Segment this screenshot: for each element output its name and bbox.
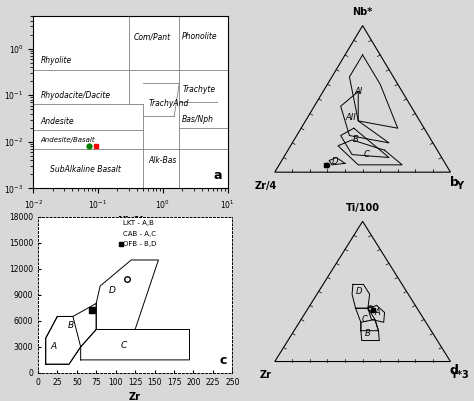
Text: Phonolite: Phonolite	[182, 32, 218, 41]
Text: C: C	[362, 315, 367, 324]
Text: a: a	[213, 168, 222, 182]
Text: OFB - B,D: OFB - B,D	[123, 241, 157, 247]
Text: TrachyAnd: TrachyAnd	[148, 99, 189, 107]
Text: CAB - A,C: CAB - A,C	[123, 231, 156, 237]
Text: Y: Y	[456, 180, 463, 190]
Text: AII: AII	[346, 113, 356, 122]
Text: LKT - A,B: LKT - A,B	[123, 221, 155, 227]
Y-axis label: Ti: Ti	[0, 291, 3, 299]
Text: Bas/Nph: Bas/Nph	[182, 115, 214, 124]
Text: C: C	[120, 340, 127, 350]
Text: B: B	[67, 321, 73, 330]
Text: D: D	[332, 158, 338, 166]
Text: Andesite/Basalt: Andesite/Basalt	[41, 137, 95, 143]
Text: A: A	[50, 342, 56, 351]
Text: B: B	[365, 329, 371, 338]
Text: Nb*: Nb*	[353, 7, 373, 17]
Text: Zr/4: Zr/4	[255, 180, 277, 190]
Text: D: D	[109, 286, 115, 295]
Text: b: b	[449, 176, 458, 189]
Text: D: D	[356, 287, 362, 296]
Text: Rhyolite: Rhyolite	[41, 56, 72, 65]
Text: Andesite: Andesite	[41, 117, 74, 126]
Text: Ti/100: Ti/100	[346, 203, 380, 213]
Text: Alk-Bas: Alk-Bas	[148, 156, 177, 165]
X-axis label: Nb/Y: Nb/Y	[118, 216, 143, 226]
Text: c: c	[219, 354, 227, 367]
Text: SubAlkaline Basalt: SubAlkaline Basalt	[50, 166, 120, 174]
Text: C: C	[363, 150, 369, 159]
Text: Rhyodacite/Dacite: Rhyodacite/Dacite	[41, 91, 111, 100]
Text: Trachyte: Trachyte	[182, 85, 215, 94]
Text: B: B	[353, 136, 358, 144]
X-axis label: Zr: Zr	[129, 392, 141, 401]
Text: Y*3: Y*3	[450, 370, 469, 380]
Text: Zr: Zr	[260, 370, 272, 380]
Text: AI: AI	[354, 87, 362, 96]
Text: d: d	[449, 365, 458, 377]
Text: A: A	[374, 308, 381, 317]
Text: Com/Pant: Com/Pant	[133, 32, 170, 41]
